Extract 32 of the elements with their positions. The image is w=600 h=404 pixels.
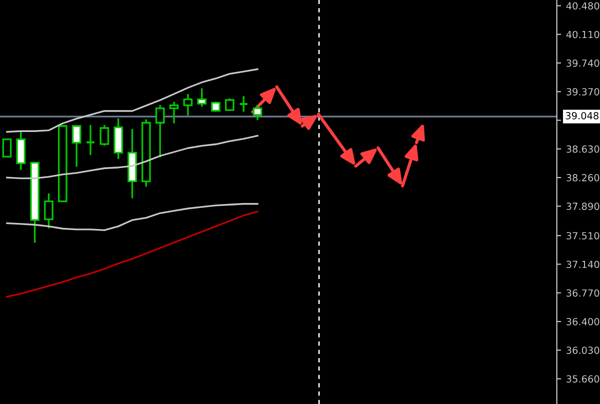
y-tick-label: 40.110 bbox=[566, 30, 600, 38]
y-tick-label: 37.890 bbox=[566, 202, 600, 210]
y-tick-label: 36.400 bbox=[566, 318, 600, 326]
candlestick bbox=[197, 87, 207, 108]
candlestick bbox=[16, 130, 26, 171]
candlestick bbox=[211, 100, 220, 113]
y-tick-label: 38.630 bbox=[566, 145, 600, 153]
candlestick bbox=[86, 124, 96, 156]
y-tick-label: 37.140 bbox=[566, 260, 600, 268]
ref-line-label: 39.048 bbox=[566, 112, 598, 120]
line-series bbox=[6, 68, 258, 133]
line-series bbox=[6, 203, 258, 232]
y-tick-label: 36.770 bbox=[566, 289, 600, 297]
y-tick-label: 38.260 bbox=[566, 174, 600, 182]
y-tick-label: 39.740 bbox=[566, 59, 600, 67]
candlestick bbox=[44, 192, 54, 230]
candlestick bbox=[252, 104, 262, 121]
y-tick-label: 36.030 bbox=[566, 346, 600, 354]
candlestick bbox=[225, 97, 234, 112]
candlestick bbox=[100, 124, 110, 147]
candlestick bbox=[155, 104, 165, 158]
candlestick bbox=[238, 95, 248, 113]
y-tick-label: 40.480 bbox=[566, 2, 600, 10]
candlestick bbox=[183, 93, 193, 117]
y-tick-label: 35.660 bbox=[566, 375, 600, 383]
line-series bbox=[6, 210, 258, 298]
candlestick bbox=[2, 138, 12, 158]
candlestick bbox=[72, 125, 82, 168]
y-tick-label: 37.510 bbox=[566, 232, 600, 240]
line-series bbox=[6, 134, 258, 180]
y-tick-label: 39.370 bbox=[566, 88, 600, 96]
candlestick bbox=[169, 100, 179, 124]
